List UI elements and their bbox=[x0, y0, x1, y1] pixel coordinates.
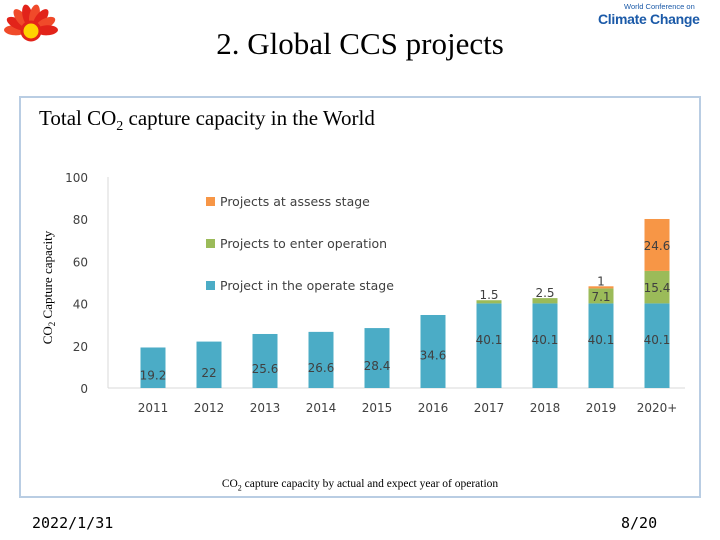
y-axis-label: CO2 Capture capacity bbox=[40, 230, 57, 344]
slide-title: 2. Global CCS projects bbox=[216, 26, 504, 61]
x-tick-label: 2012 bbox=[194, 401, 225, 415]
chart-heading: Total CO2 capture capacity in the World bbox=[39, 106, 375, 135]
data-label: 24.6 bbox=[644, 239, 671, 253]
logo-petal bbox=[35, 25, 58, 36]
data-label: 40.1 bbox=[532, 333, 559, 347]
data-label: 40.1 bbox=[588, 333, 615, 347]
data-label: 40.1 bbox=[644, 333, 671, 347]
bar-segment bbox=[644, 270, 670, 304]
data-label: 26.6 bbox=[308, 361, 335, 375]
bar-segment bbox=[140, 347, 166, 388]
data-label: 7.1 bbox=[591, 290, 610, 304]
legend-swatch bbox=[206, 239, 215, 248]
bar-segment bbox=[644, 218, 670, 271]
x-tick-label: 2016 bbox=[418, 401, 449, 415]
legend-swatch bbox=[206, 197, 215, 206]
y-tick-label: 100 bbox=[65, 171, 88, 185]
bar-segment bbox=[252, 333, 278, 388]
chart-heading-subscript: 2 bbox=[116, 119, 124, 135]
capture-capacity-chart: CO2 Capture capacity 0 20 40 60 80 100 19.2 2011… bbox=[40, 171, 685, 415]
y-tick-label: 20 bbox=[73, 340, 88, 354]
brand-title: Climate Change bbox=[598, 11, 700, 27]
data-label: 1.5 bbox=[479, 288, 498, 302]
caption-text: CO bbox=[221, 478, 238, 490]
x-tick-label: 2015 bbox=[362, 401, 393, 415]
legend-label: Project in the operate stage bbox=[220, 278, 394, 293]
data-label: 2.5 bbox=[535, 286, 554, 300]
x-tick-label: 2011 bbox=[138, 401, 169, 415]
page-number: 8/20 bbox=[621, 514, 658, 532]
bar-segment bbox=[588, 288, 614, 304]
chart-caption: CO2 capture capacity by actual and expec… bbox=[0, 478, 720, 492]
data-label: 22 bbox=[201, 366, 216, 380]
bar-segment bbox=[308, 331, 334, 388]
chart-heading-text: Total CO bbox=[39, 106, 117, 130]
caption-text-rest: capture capacity by actual and expect ye… bbox=[241, 478, 499, 490]
slide-date: 2022/1/31 bbox=[32, 514, 114, 532]
bar-segment bbox=[588, 303, 614, 388]
conference-brand-logo: World Conference on Climate Change bbox=[582, 2, 712, 27]
x-tick-label: 2017 bbox=[474, 401, 505, 415]
bar-segment bbox=[196, 341, 222, 388]
bar-segment bbox=[532, 298, 558, 304]
y-tick-label: 80 bbox=[73, 213, 88, 227]
bar-segment bbox=[476, 303, 502, 388]
bar-segment bbox=[420, 314, 446, 388]
x-tick-label: 2014 bbox=[306, 401, 337, 415]
x-tick-label: 2013 bbox=[250, 401, 281, 415]
data-label: 28.4 bbox=[364, 359, 391, 373]
y-tick-label: 0 bbox=[80, 382, 88, 396]
data-label: 19.2 bbox=[140, 369, 167, 383]
legend-label: Projects to enter operation bbox=[220, 236, 387, 251]
chart-frame bbox=[19, 96, 701, 498]
x-tick-label: 2020+ bbox=[637, 401, 678, 415]
x-tick-label: 2019 bbox=[586, 401, 617, 415]
legend-swatch bbox=[206, 281, 215, 290]
data-label: 34.6 bbox=[420, 348, 447, 362]
bar-segment bbox=[588, 286, 614, 289]
bar-segment bbox=[476, 300, 502, 304]
data-label: 15.4 bbox=[644, 281, 671, 295]
data-label: 1 bbox=[597, 274, 605, 288]
bar-segment bbox=[532, 303, 558, 388]
brand-subtitle: World Conference on bbox=[624, 2, 695, 11]
data-label: 40.1 bbox=[476, 333, 503, 347]
y-tick-label: 60 bbox=[73, 255, 88, 269]
caption-subscript: 2 bbox=[237, 483, 242, 493]
data-label: 25.6 bbox=[252, 362, 279, 376]
x-tick-label: 2018 bbox=[530, 401, 561, 415]
bar-segment bbox=[364, 328, 390, 388]
company-logo bbox=[4, 4, 58, 42]
y-tick-label: 40 bbox=[73, 298, 88, 312]
legend-label: Projects at assess stage bbox=[220, 194, 370, 209]
bar-segment bbox=[644, 303, 670, 388]
chart-heading-text-rest: capture capacity in the World bbox=[123, 106, 375, 130]
